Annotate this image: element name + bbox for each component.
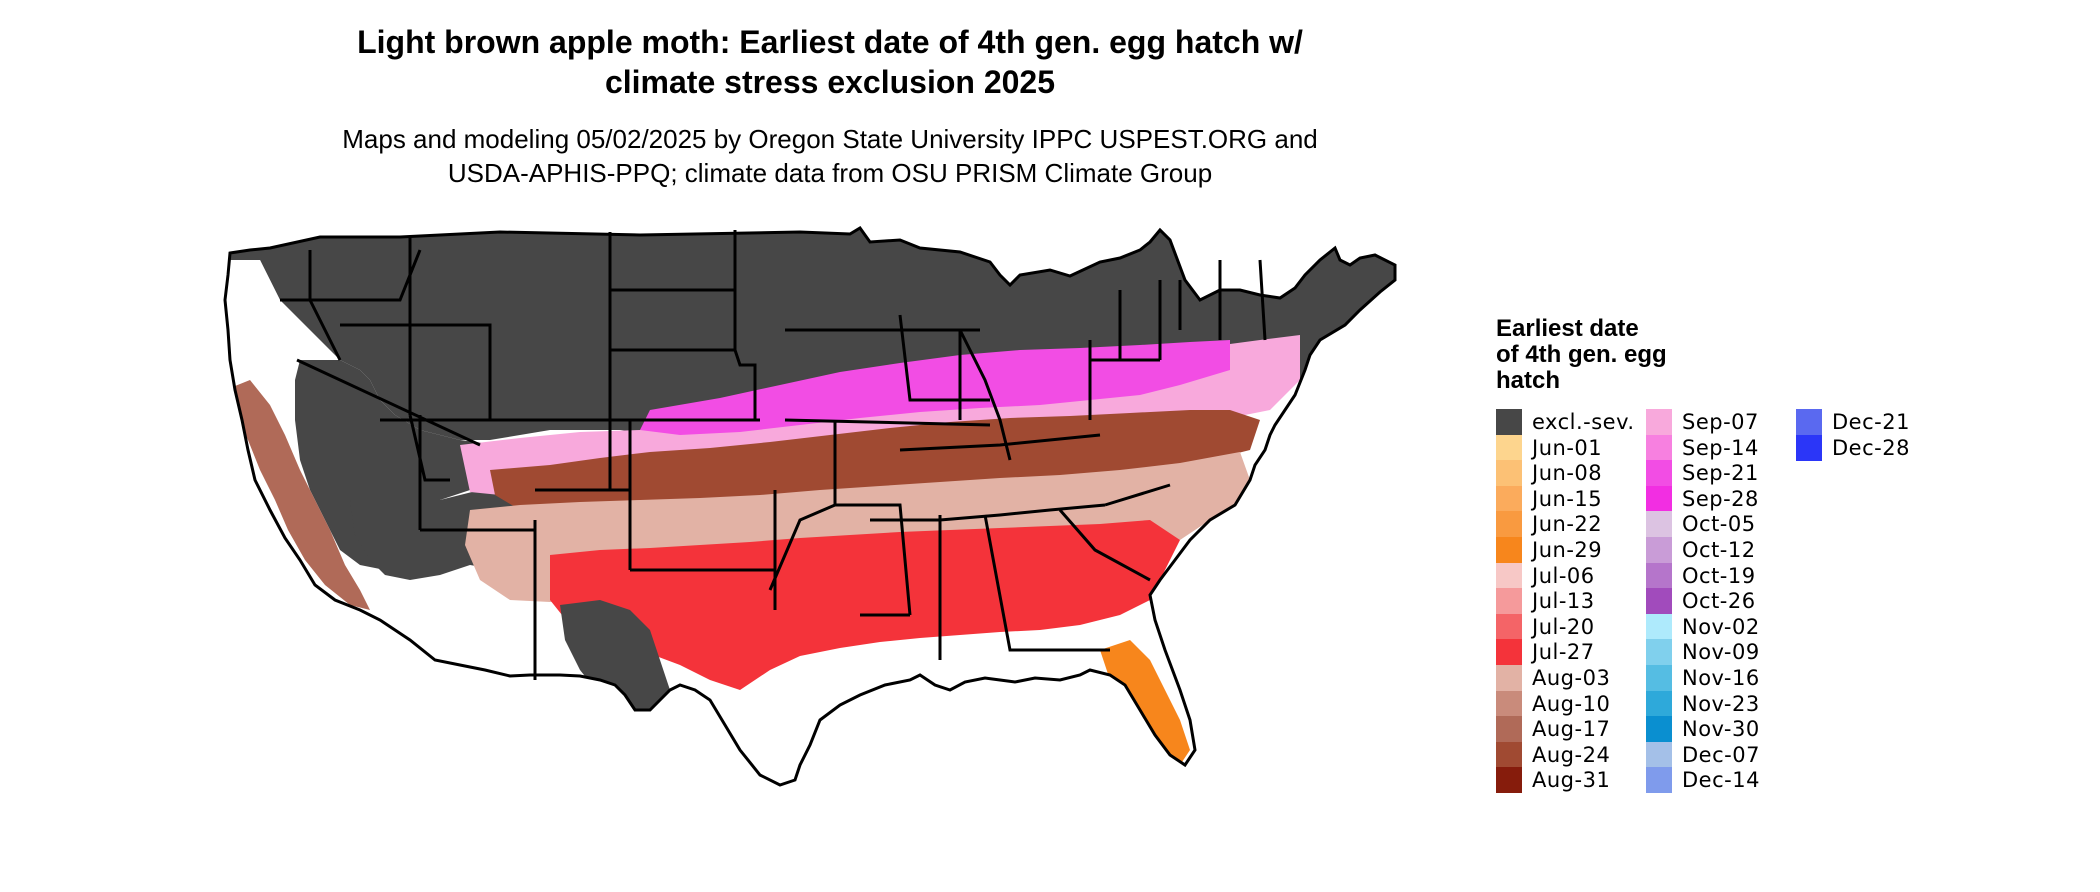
zone-oklahoma-tennessee-band <box>490 410 1260 512</box>
legend-swatch <box>1496 537 1522 563</box>
us-map <box>223 226 1397 787</box>
legend-swatch <box>1496 613 1522 640</box>
legend-label: Dec-14 <box>1682 768 1760 793</box>
legend-label: Jun-08 <box>1532 461 1603 486</box>
legend-swatch <box>1796 409 1822 435</box>
legend-swatch <box>1496 485 1522 512</box>
legend-label: Nov-16 <box>1682 666 1760 690</box>
legend-label: Sep-14 <box>1682 435 1759 460</box>
legend-swatch <box>1646 460 1672 487</box>
legend-swatch <box>1496 434 1522 461</box>
legend-items: excl.-sev. Jun-01 Jun-08 Jun-15 Jun-22 Jun-29… <box>1496 409 1956 794</box>
legend-swatch <box>1496 511 1522 538</box>
legend-swatch <box>1496 741 1522 768</box>
legend-swatch <box>1496 460 1522 487</box>
legend-label: Oct-12 <box>1682 538 1756 562</box>
legend-swatch <box>1646 409 1672 435</box>
legend-swatch <box>1496 639 1522 666</box>
legend-swatch <box>1646 485 1672 512</box>
map-subtitle-line-2: USDA-APHIS-PPQ; climate data from OSU PR… <box>447 158 1213 188</box>
legend-swatch <box>1646 741 1672 768</box>
legend-swatch <box>1646 562 1672 589</box>
legend-label: Sep-28 <box>1682 486 1759 511</box>
legend-label: Aug-10 <box>1532 691 1611 716</box>
legend-label: Jun-29 <box>1532 538 1603 562</box>
legend-swatch <box>1496 690 1522 717</box>
legend-swatch <box>1496 588 1522 615</box>
legend-label: Sep-21 <box>1682 461 1759 486</box>
legend-label: Nov-23 <box>1682 691 1760 716</box>
legend-swatch <box>1646 613 1672 640</box>
legend-swatch <box>1496 767 1522 794</box>
legend-swatch <box>1646 639 1672 666</box>
legend-label: Sep-07 <box>1682 410 1759 434</box>
legend-swatch <box>1496 562 1522 589</box>
map-subtitle: Maps and modeling 05/02/2025 by Oregon S… <box>300 122 1360 190</box>
legend-label: Jul-06 <box>1532 563 1595 588</box>
legend-title-line-2: of 4th gen. egg <box>1496 341 1667 368</box>
zone-california-valleys <box>225 380 370 610</box>
legend-label: Aug-24 <box>1532 742 1611 767</box>
map-title: Light brown apple moth: Earliest date of… <box>300 22 1360 102</box>
zone-gulf-coast-band <box>550 520 1180 690</box>
legend: Earliest date of 4th gen. egg hatch excl… <box>1496 316 1956 796</box>
legend-swatch <box>1646 511 1672 538</box>
legend-label: Oct-19 <box>1682 563 1756 588</box>
legend-label: Jun-15 <box>1532 486 1603 511</box>
legend-swatch <box>1646 767 1672 794</box>
map-subtitle-line-1: Maps and modeling 05/02/2025 by Oregon S… <box>342 124 1318 154</box>
legend-swatch <box>1796 434 1822 461</box>
legend-label: Oct-05 <box>1682 512 1756 537</box>
map-title-line-2: climate stress exclusion 2025 <box>604 64 1056 100</box>
legend-swatch <box>1646 537 1672 563</box>
legend-title-line-1: Earliest date <box>1496 315 1639 342</box>
zone-florida-peninsula <box>1100 640 1190 765</box>
legend-label: excl.-sev. <box>1532 410 1635 434</box>
legend-label: Nov-02 <box>1682 614 1760 639</box>
legend-label: Dec-28 <box>1832 435 1910 460</box>
legend-label: Jul-27 <box>1532 640 1595 665</box>
legend-swatch <box>1496 409 1522 435</box>
legend-label: Dec-21 <box>1832 410 1910 434</box>
legend-label: Jun-01 <box>1532 435 1603 460</box>
legend-label: Nov-30 <box>1682 717 1760 742</box>
legend-label: Jul-13 <box>1532 589 1595 614</box>
legend-swatch <box>1646 716 1672 743</box>
legend-label: Nov-09 <box>1682 640 1760 665</box>
legend-label: Dec-07 <box>1682 742 1760 767</box>
state-borders <box>223 226 1397 787</box>
legend-swatch <box>1646 588 1672 615</box>
legend-swatch <box>1646 434 1672 461</box>
legend-swatch <box>1646 665 1672 691</box>
legend-label: Aug-17 <box>1532 717 1611 742</box>
legend-swatch <box>1646 690 1672 717</box>
legend-label: Jul-20 <box>1532 614 1595 639</box>
legend-swatch <box>1496 716 1522 743</box>
legend-label: Oct-26 <box>1682 589 1756 614</box>
zone-mid-latitude-band <box>640 340 1230 435</box>
zone-southwest-desert-excluded <box>295 360 520 570</box>
legend-title-line-3: hatch <box>1496 367 1561 394</box>
legend-label: Aug-31 <box>1532 768 1611 793</box>
legend-label: Aug-03 <box>1532 666 1611 690</box>
map-title-line-1: Light brown apple moth: Earliest date of… <box>357 24 1303 60</box>
legend-title: Earliest date of 4th gen. egg hatch <box>1496 316 1716 394</box>
legend-label: Jun-22 <box>1532 512 1603 537</box>
legend-swatch <box>1496 665 1522 691</box>
